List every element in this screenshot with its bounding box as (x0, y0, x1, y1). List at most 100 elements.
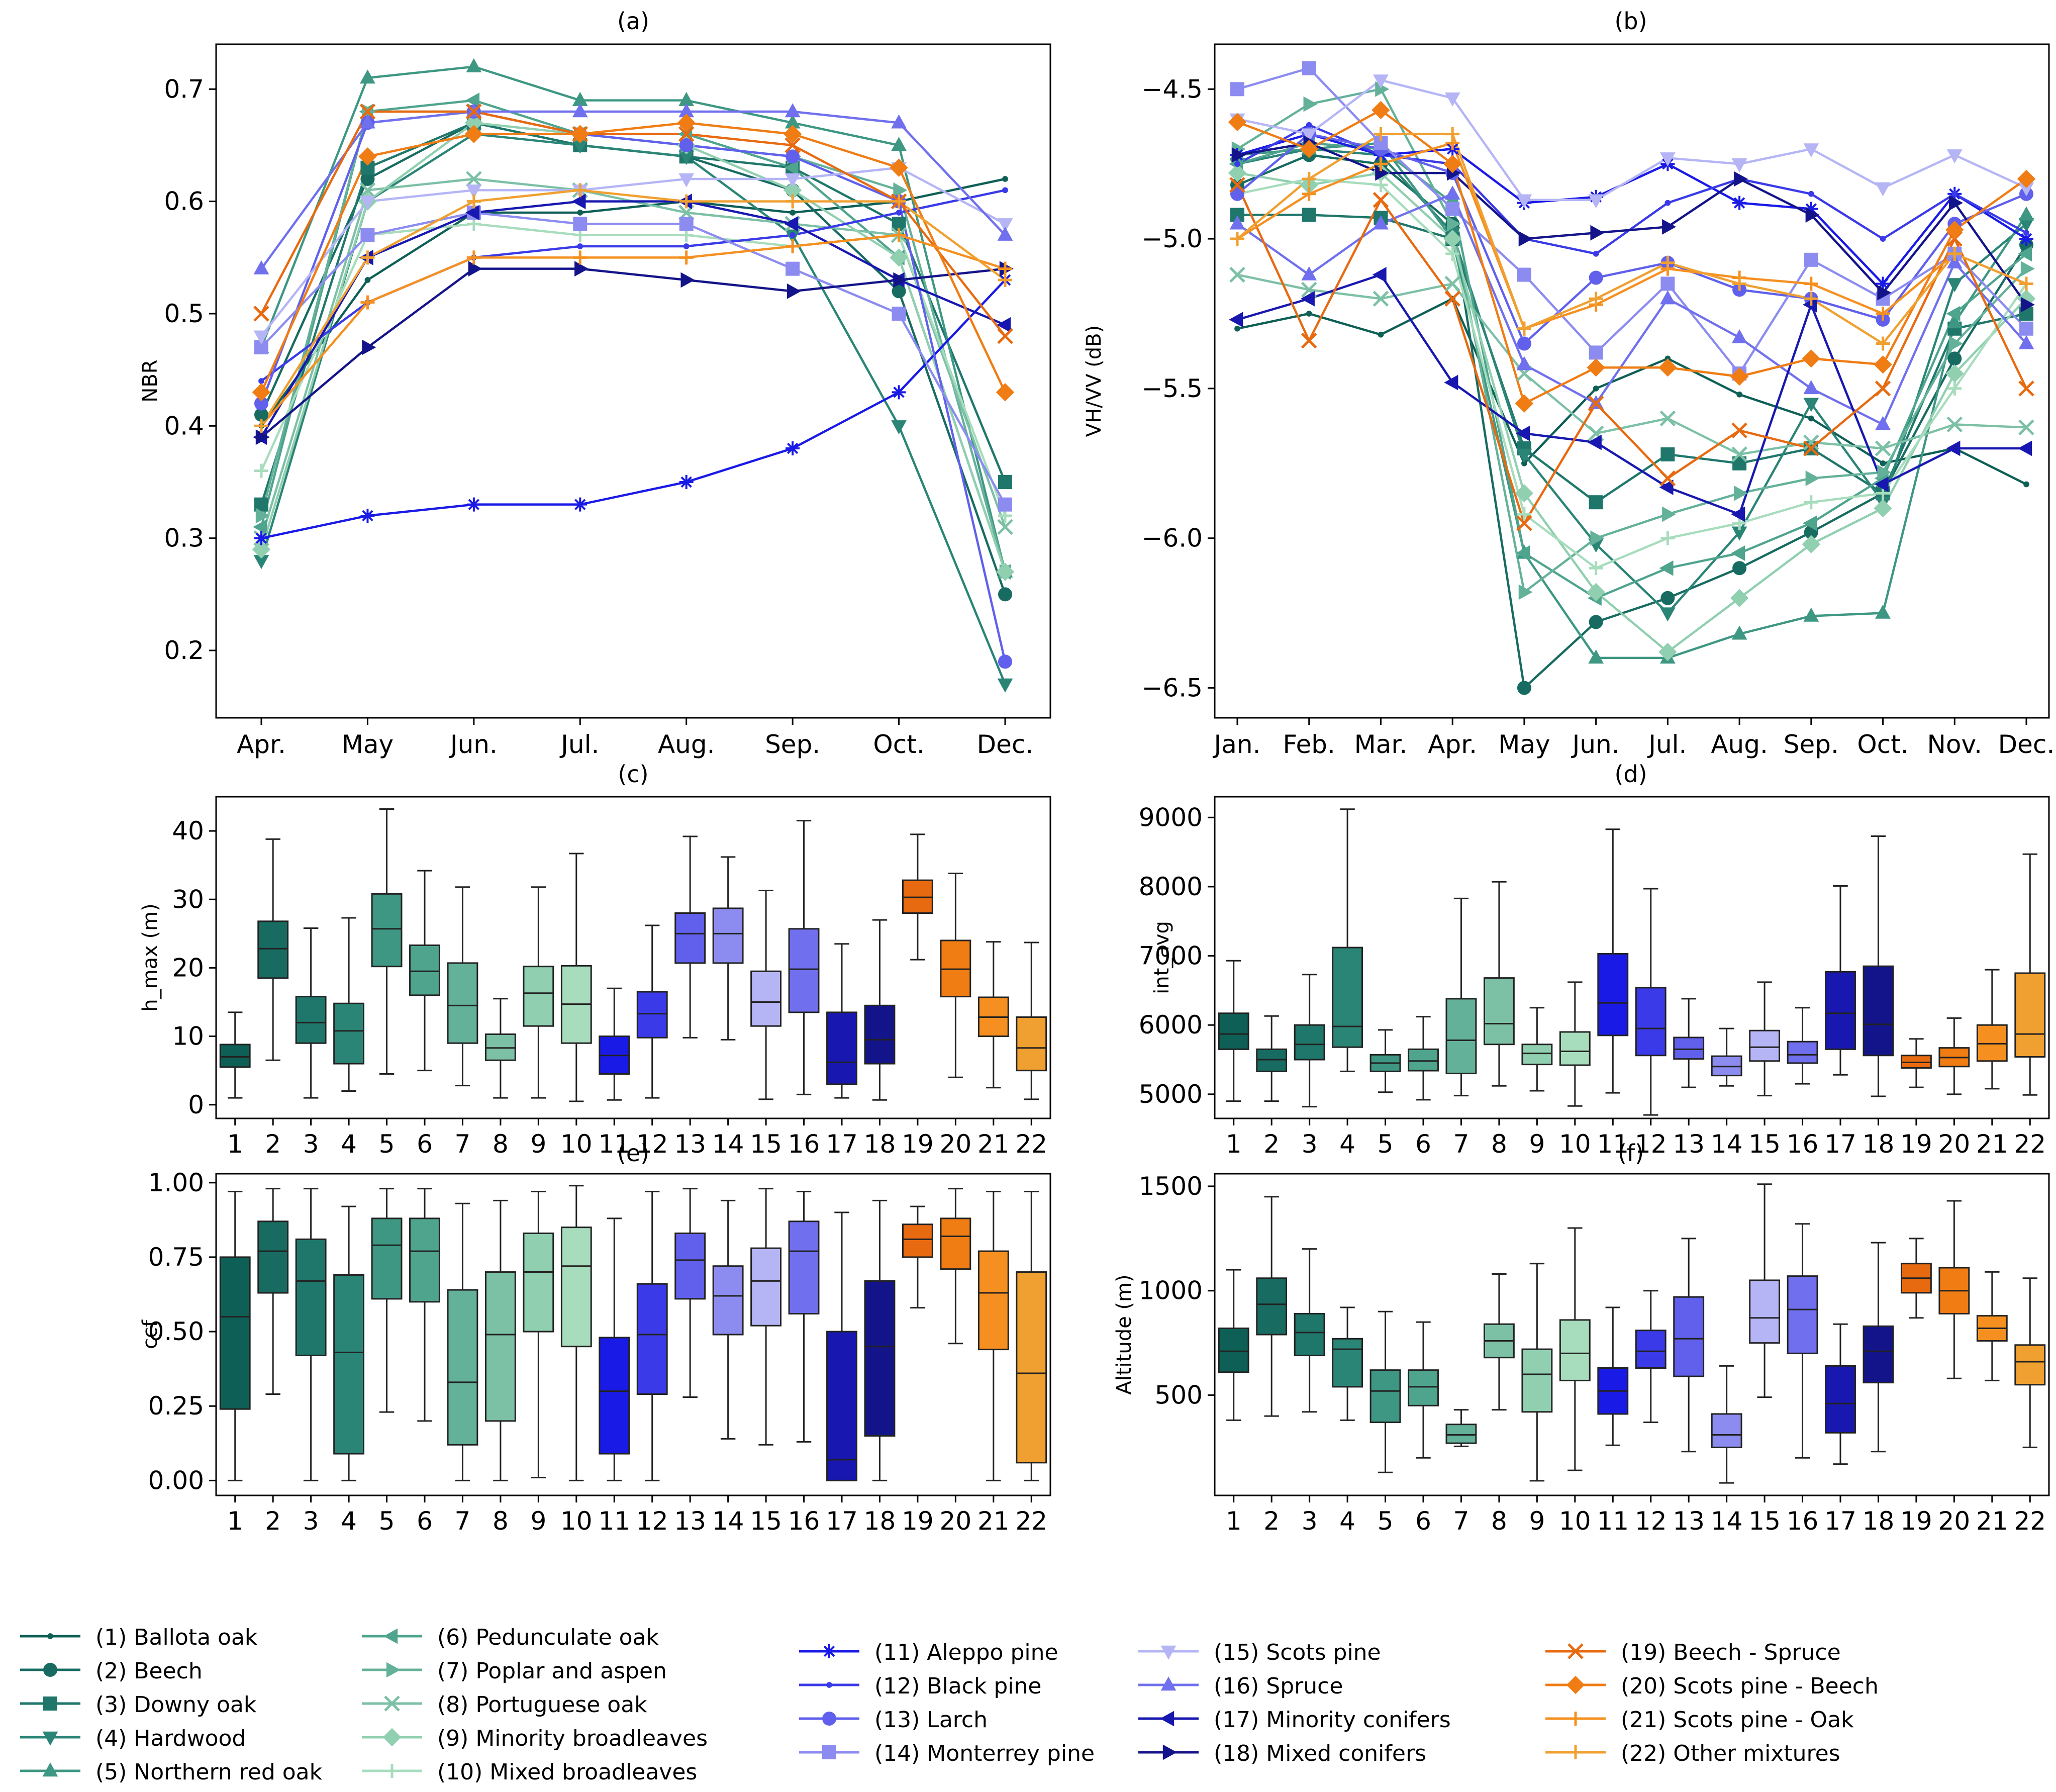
panel-a-series-15-point-4 (678, 173, 695, 187)
panel-a-series-14-point-5 (786, 261, 800, 276)
panel-e-box-8 (484, 1271, 516, 1422)
panel-a-series-8-point-7 (997, 519, 1013, 535)
panel-a-series-6-point-0 (253, 519, 267, 535)
panel-a-series-1-line (260, 177, 1006, 427)
panel-b-series-13-point-5 (1589, 270, 1603, 285)
panel-b-series-10-point-3 (1445, 246, 1460, 261)
panel-f-box-13 (1673, 1296, 1705, 1377)
panel-b-series-7-point-10 (1949, 336, 1964, 351)
panel-d-box-8 (1483, 977, 1515, 1046)
panel-c-ytick-label-2: 20 (172, 953, 204, 982)
panel-b-series-4-line (1237, 148, 2027, 615)
panel-b-series-8-point-9 (1875, 440, 1891, 456)
panel-e-xtick-label-11: 12 (636, 1506, 668, 1536)
panel-c-box-22 (1016, 1016, 1047, 1072)
panel-a-series-2-point-1 (360, 172, 375, 186)
panel-b-series-21-point-9 (1876, 307, 1890, 321)
panel-b-series-20-point-2 (1372, 101, 1390, 120)
panel-d-plot-frame (1214, 796, 2050, 1119)
panel-e-xtick-label-0: 1 (227, 1506, 243, 1536)
panel-e-box-17 (826, 1331, 857, 1481)
legend-item-21-marker (1569, 1712, 1583, 1726)
panel-e-xtick-label-14: 15 (750, 1506, 782, 1536)
panel-a-series-21-point-6 (892, 228, 906, 242)
panel-a-series-22-point-1 (360, 250, 375, 265)
legend-item-7-label: (7) Poplar and aspen (437, 1658, 667, 1684)
panel-a-series-16-point-6 (891, 114, 907, 129)
panel-a-series-11-point-6 (892, 385, 906, 400)
panel-c-xtick-label-11: 12 (636, 1129, 668, 1159)
panel-b-xtick-label-0: Jan. (1213, 730, 1261, 759)
panel-f-box-15 (1749, 1279, 1781, 1344)
legend-item-3-label: (3) Downy oak (95, 1692, 257, 1718)
panel-f-ytick-label-1: 1000 (1139, 1276, 1203, 1305)
panel-a-ytick-label-1: 0.3 (164, 524, 204, 553)
legend: (1) Ballota oak (2) Beech (3) Downy oak (4)… (20, 1625, 1879, 1785)
panel-e-xtick-label-7: 8 (493, 1506, 509, 1536)
panel-b-xtick-label-5: Jun. (1571, 730, 1620, 759)
panel-f-box-12 (1635, 1330, 1667, 1369)
panel-b-series-10-line (1237, 177, 2027, 570)
panel-b-ytick-label-2: −5.5 (1142, 374, 1203, 403)
panel-a-series-19-line (260, 110, 1006, 337)
panel-b-series-14-point-3 (1445, 202, 1460, 216)
panel-c-ylabel: h_max (m) (139, 903, 162, 1011)
panel-a-series-2-point-0 (254, 408, 268, 422)
panel-a-series-11-point-5 (786, 441, 800, 455)
panel-a-xtick-label-3: Jul. (559, 730, 599, 759)
panel-a-series-19-point-2 (466, 104, 482, 120)
panel-b-series-7-point-1 (1303, 96, 1318, 112)
panel-b-series-6-point-8 (1803, 515, 1817, 531)
panel-f-box-2 (1256, 1277, 1288, 1336)
panel-f-title: (f) (1618, 1140, 1644, 1167)
panel-f-xtick-label-21: 22 (2014, 1506, 2046, 1536)
panel-b-series-14-point-0 (1230, 82, 1244, 97)
panel-b-series-20-line (1237, 109, 2027, 405)
legend-item-17: (17) Minority conifers (1138, 1707, 1451, 1733)
panel-f-xtick-label-19: 20 (1938, 1506, 1971, 1536)
panel-b-series-16-point-10 (1946, 254, 1963, 268)
panel-d-xtick-label-4: 5 (1378, 1129, 1394, 1159)
legend-item-20-label: (20) Scots pine - Beech (1621, 1673, 1879, 1699)
legend-item-13-label: (13) Larch (874, 1707, 988, 1733)
legend-item-1-label: (1) Ballota oak (95, 1625, 258, 1650)
panel-b-series-18-point-5 (1590, 225, 1605, 241)
panel-b-series-20-point-11 (2017, 169, 2036, 188)
panel-f-xtick-label-10: 11 (1597, 1506, 1629, 1536)
panel-a-series-22-line (260, 189, 1006, 427)
panel-a-series-5-point-3 (572, 91, 588, 106)
panel-a-series-5-point-6 (891, 137, 907, 151)
panel-a-series-20-point-3 (571, 125, 590, 143)
legend-item-17-label: (17) Minority conifers (1214, 1707, 1451, 1733)
panel-b-xtick-label-9: Oct. (1857, 730, 1908, 759)
panel-d-xtick-label-19: 20 (1938, 1129, 1971, 1159)
panel-c-xtick-label-20: 21 (977, 1129, 1010, 1159)
panel-b-series-12-point-1 (1306, 122, 1312, 128)
panel-b-series-1-point-2 (1378, 331, 1384, 338)
panel-b-series-17-point-7 (1731, 506, 1745, 522)
panel-b-series-5-point-10 (1946, 314, 1963, 329)
panel-f-ylabel: Altitude (m) (1113, 1274, 1136, 1394)
panel-b-title: (b) (1614, 8, 1647, 35)
panel-b-series-5-point-5 (1588, 649, 1604, 664)
panel-b-series-8-point-11 (2018, 419, 2034, 436)
panel-b-series-7-point-2 (1375, 81, 1390, 97)
panel-a-series-18-point-0 (255, 429, 270, 445)
panel-a-series-11-point-1 (360, 509, 375, 523)
panel-a-series-18-point-1 (362, 339, 376, 355)
panel-b-series-15-point-7 (1731, 158, 1747, 173)
panel-e-box-16 (788, 1220, 820, 1315)
panel-b-xtick-label-4: May (1498, 730, 1550, 759)
legend-item-1-marker (47, 1633, 53, 1639)
panel-b-series-11-point-9 (1876, 276, 1890, 291)
panel-b-series-6-point-11 (2018, 246, 2032, 262)
panel-a-series-20-line (260, 122, 1007, 393)
legend-item-8: (8) Portuguese oak (362, 1692, 647, 1718)
panel-e-box-4 (333, 1274, 365, 1455)
panel-b-series-16-line (1236, 192, 2027, 426)
panel-b-series-17-line (1237, 273, 2026, 516)
panel-a-series-1-point-5 (790, 210, 796, 216)
panel-b-series-20-point-9 (1874, 355, 1892, 374)
panel-e-xtick-label-21: 22 (1015, 1506, 1047, 1536)
panel-b-series-20-point-1 (1300, 140, 1318, 158)
